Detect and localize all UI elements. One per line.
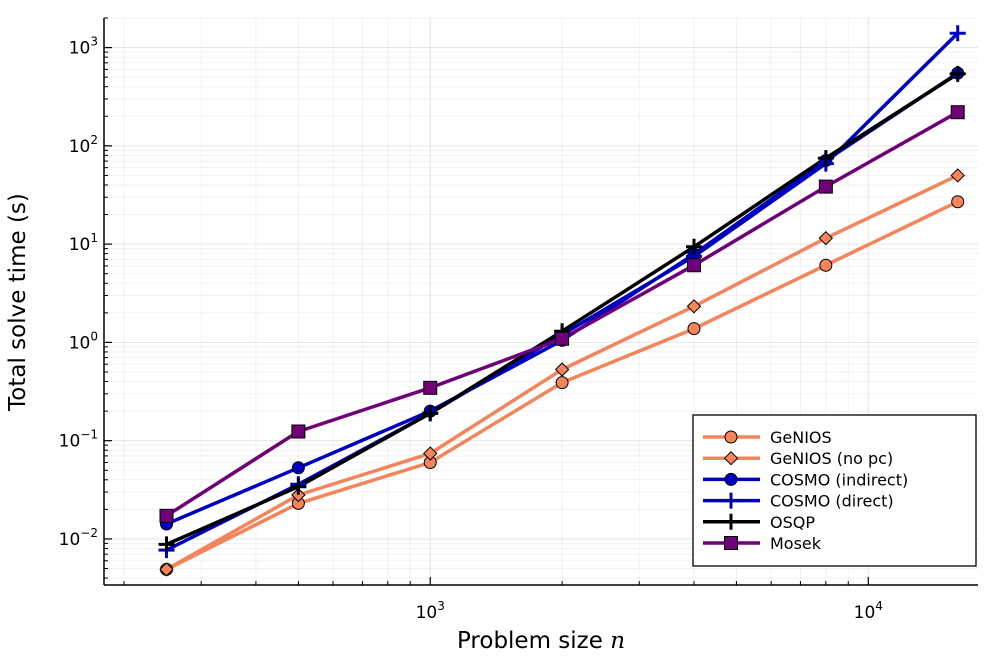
legend-swatch-marker — [724, 430, 738, 444]
y-tick-label: 103 — [69, 35, 98, 59]
legend-swatch-marker — [723, 492, 739, 509]
data-point-mosek — [159, 508, 174, 523]
series-markers-mosek — [159, 105, 965, 523]
y-ticks: 10−2 10−1 100 101 102 103 — [59, 17, 112, 579]
legend-label: COSMO (direct) — [770, 492, 894, 511]
data-point-mosek — [686, 258, 701, 273]
data-point-osqp — [290, 478, 307, 495]
legend-swatch-marker — [723, 450, 739, 466]
data-point-genios-no-pc — [554, 362, 570, 377]
data-point-genios-no-pc — [159, 562, 174, 577]
data-point-osqp — [817, 150, 834, 167]
legend-box — [692, 414, 977, 567]
legend-item-osqp: OSQP — [703, 513, 815, 532]
series-markers — [158, 25, 966, 577]
data-point-genios-no-pc — [423, 446, 438, 461]
data-point-genios — [819, 258, 833, 272]
data-point-genios-no-pc — [950, 168, 965, 183]
series-markers-genios — [159, 195, 965, 576]
data-point-mosek — [950, 105, 965, 120]
data-point-mosek — [818, 179, 833, 194]
x-ticks: 103 104 — [123, 577, 883, 623]
legend-label: GeNIOS (no pc) — [770, 449, 893, 468]
y-tick-label: 10−1 — [59, 428, 98, 452]
data-point-genios — [555, 376, 569, 390]
data-point-osqp — [685, 238, 702, 255]
data-point-osqp — [158, 536, 175, 553]
legend: GeNIOS GeNIOS (no pc) COSMO (indirect) COSM… — [692, 414, 977, 567]
y-tick-label: 101 — [69, 231, 98, 255]
legend-swatch-marker — [723, 513, 739, 530]
data-point-osqp — [949, 65, 966, 82]
legend-item-genios-no-pc: GeNIOS (no pc) — [703, 449, 893, 468]
legend-label: OSQP — [770, 513, 815, 532]
y-tick-label: 100 — [69, 329, 98, 353]
series-markers-genios-no-pc — [159, 168, 965, 577]
legend-label: COSMO (indirect) — [770, 470, 908, 489]
data-point-genios-no-pc — [686, 299, 702, 314]
data-point-mosek — [423, 380, 438, 395]
series-markers-osqp — [158, 65, 966, 553]
data-point-genios-no-pc — [291, 487, 306, 503]
legend-label: GeNIOS — [770, 428, 832, 447]
data-point-genios — [687, 322, 701, 336]
data-point-cosmo-indirect — [291, 461, 305, 475]
x-tick-label: 103 — [416, 599, 445, 623]
x-tick-label: 104 — [854, 599, 883, 623]
legend-swatch-marker — [724, 536, 738, 550]
legend-swatch-marker — [724, 472, 738, 486]
legend-item-genios: GeNIOS — [703, 428, 832, 447]
y-axis-label: Total solve time (s) — [5, 193, 31, 412]
legend-item-cosmo-indirect: COSMO (indirect) — [703, 470, 908, 489]
data-point-osqp — [422, 405, 439, 422]
data-point-mosek — [291, 424, 306, 439]
data-point-mosek — [555, 331, 570, 346]
data-point-genios-no-pc — [818, 230, 834, 246]
y-tick-label: 10−2 — [59, 526, 98, 550]
data-point-cosmo-direct — [949, 25, 966, 42]
x-axis-label: Problem size n — [457, 628, 625, 654]
y-tick-label: 102 — [69, 133, 98, 157]
legend-item-cosmo-direct: COSMO (direct) — [703, 492, 894, 511]
legend-item-mosek: Mosek — [703, 534, 822, 553]
data-point-genios — [951, 195, 965, 209]
axes — [103, 18, 978, 586]
legend-label: Mosek — [770, 534, 822, 553]
